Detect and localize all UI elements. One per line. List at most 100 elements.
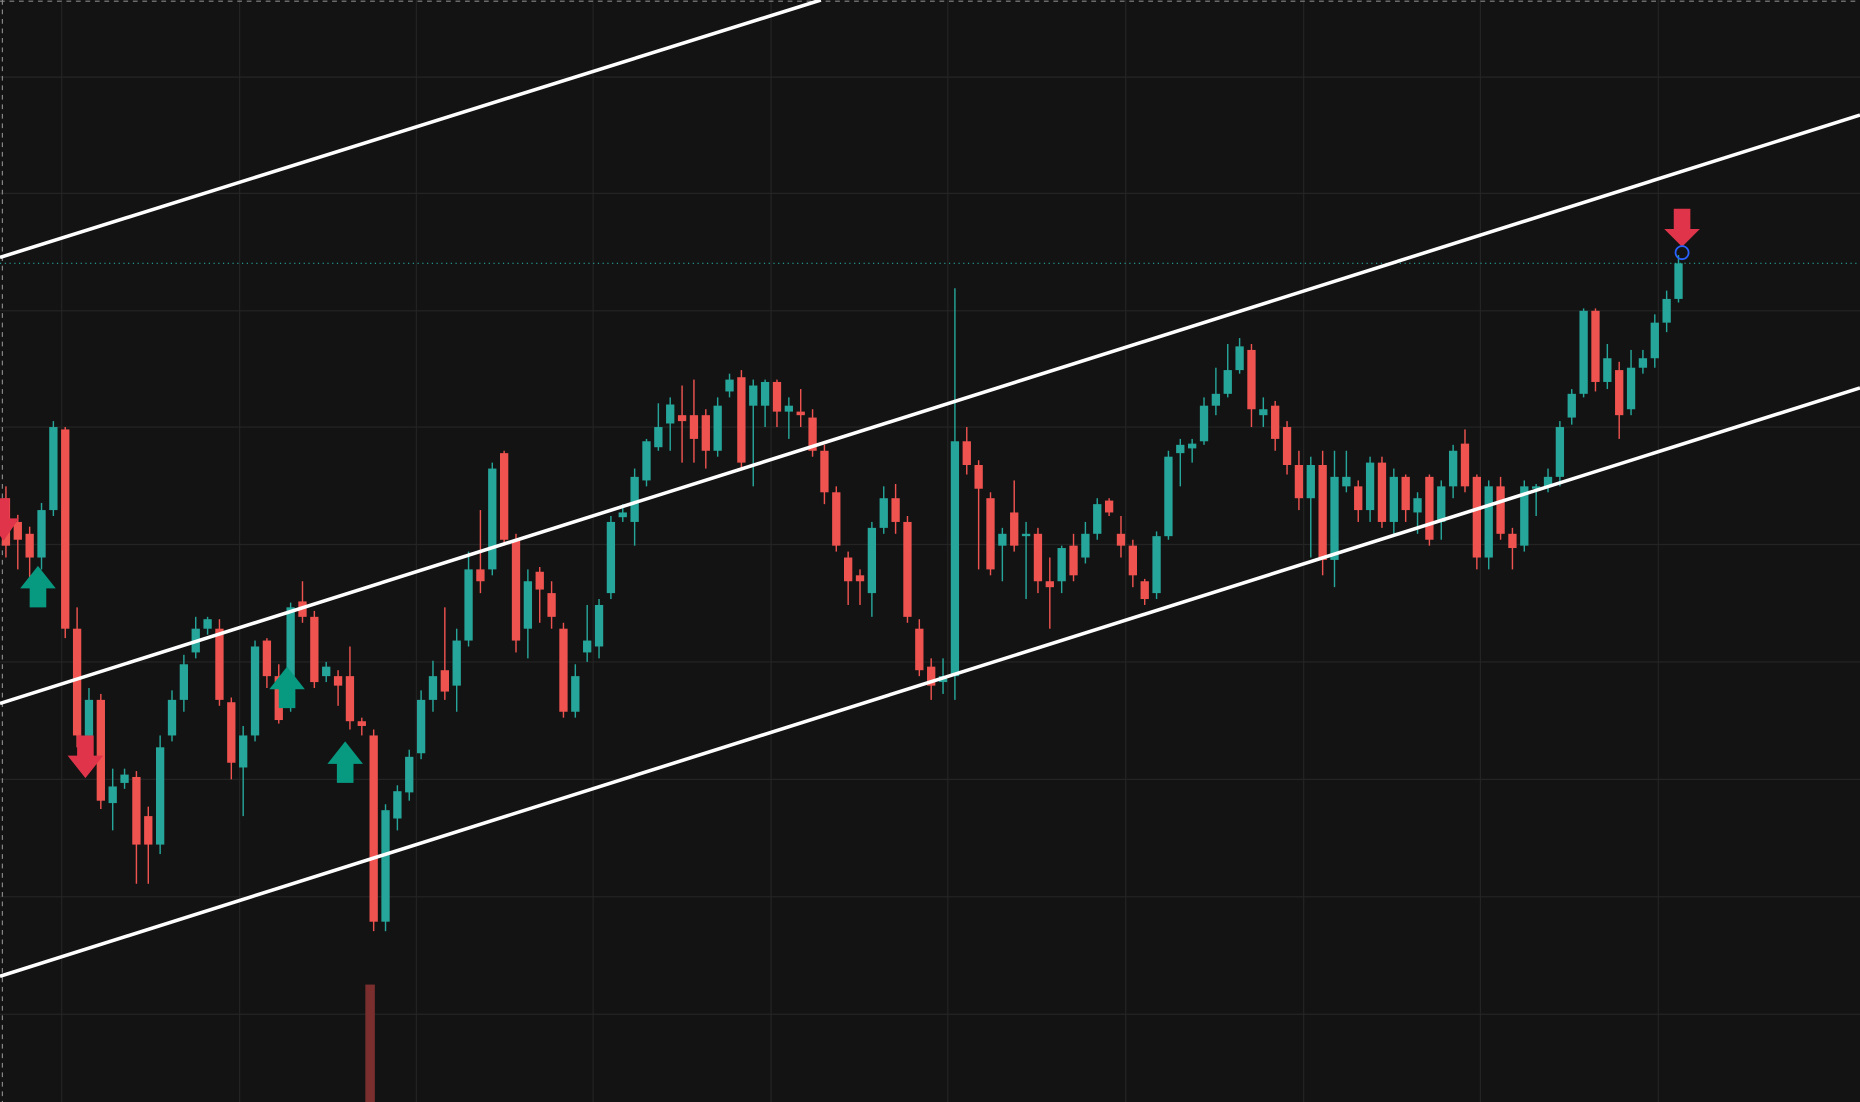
candle-body (250, 646, 260, 736)
candle-body (1235, 346, 1244, 371)
candle-body (559, 628, 568, 712)
candle-body (594, 604, 604, 647)
candle-body (179, 664, 189, 700)
candle-body (1401, 476, 1410, 511)
candle-body (642, 441, 651, 481)
candle-body (476, 569, 485, 582)
candle-body (381, 810, 390, 922)
candle-body (61, 429, 70, 629)
up-arrow (269, 666, 305, 709)
candles (1, 255, 1683, 932)
candle-body (1662, 298, 1671, 323)
candle-body (547, 593, 556, 617)
channel (0, 0, 1860, 978)
candle-body (927, 666, 936, 686)
candle-body (322, 666, 331, 677)
candle-body (523, 581, 533, 629)
candle-body (843, 557, 853, 582)
candle-body (772, 381, 782, 412)
candle-body (227, 702, 236, 763)
down-arrow (0, 498, 19, 541)
candle-body (499, 453, 509, 540)
candle-body (1188, 443, 1197, 449)
buy-signals (20, 565, 363, 783)
candle-body (369, 735, 378, 922)
candle-body (1591, 310, 1600, 382)
down-arrow (1664, 208, 1700, 247)
candle-body (689, 415, 699, 439)
candle-body (891, 498, 900, 522)
candle-body (428, 676, 438, 700)
candle-body (867, 527, 877, 594)
candle-body (998, 533, 1007, 546)
candle-body (1069, 545, 1078, 576)
candle-body (1579, 310, 1588, 394)
volume-bar (365, 984, 375, 1102)
candle-body (1294, 464, 1304, 499)
candle-body (583, 640, 592, 653)
candle-body (1543, 476, 1553, 487)
candle-body (1199, 405, 1209, 442)
candle-body (13, 521, 22, 540)
candle-body (72, 628, 82, 736)
candle-body (1010, 512, 1019, 546)
candle-body (203, 619, 212, 629)
candle-body (1377, 462, 1387, 522)
candle-body (1164, 456, 1173, 537)
candle-body (962, 441, 971, 465)
candle-body (1271, 405, 1280, 439)
candle-body (1603, 358, 1612, 382)
candle-body (1247, 349, 1256, 410)
candle-body (986, 498, 995, 570)
candle-body (808, 417, 817, 451)
candle-body (1555, 427, 1565, 477)
candle-body (1128, 545, 1137, 576)
candle-body (725, 379, 734, 392)
candle-body (1626, 367, 1636, 410)
candle-body (1413, 498, 1422, 513)
candle-body (1532, 486, 1541, 489)
candle-body (701, 415, 710, 451)
candle-body (1425, 476, 1434, 540)
candle-body (215, 628, 224, 700)
candle-body (416, 699, 426, 754)
candle-body (1520, 486, 1529, 546)
down-arrow (67, 735, 104, 779)
candle-body (405, 756, 414, 793)
candle-body (1152, 536, 1161, 594)
candle-body (1057, 548, 1066, 582)
candle-body (1330, 476, 1339, 560)
candle-body (1116, 533, 1126, 546)
candle-body (666, 404, 675, 424)
candle-body (606, 521, 616, 594)
candle-body (1437, 486, 1446, 522)
candle-body (1342, 476, 1351, 487)
candle-body (784, 405, 793, 412)
up-arrow (327, 741, 363, 783)
candle-body (84, 699, 94, 736)
candle-body (1674, 263, 1683, 299)
candle-body (1306, 464, 1315, 499)
candle-body (903, 521, 912, 617)
candle-body (286, 607, 295, 706)
candle-body (511, 539, 521, 641)
candle-body (1318, 464, 1327, 560)
candle-body (1021, 533, 1031, 537)
candle-body (1484, 486, 1493, 558)
candle-body (1389, 476, 1398, 522)
candle-body (713, 405, 722, 451)
candle-body (855, 575, 865, 582)
candle-body (654, 427, 663, 448)
candle-body (1365, 462, 1375, 511)
candle-body (1567, 393, 1576, 418)
candle-body (155, 747, 165, 845)
candle-body (879, 498, 888, 528)
candle-body (357, 721, 366, 726)
candle-body (974, 464, 983, 489)
candle-body (239, 735, 248, 768)
candle-body (1448, 450, 1458, 487)
candle-body (1508, 533, 1517, 549)
